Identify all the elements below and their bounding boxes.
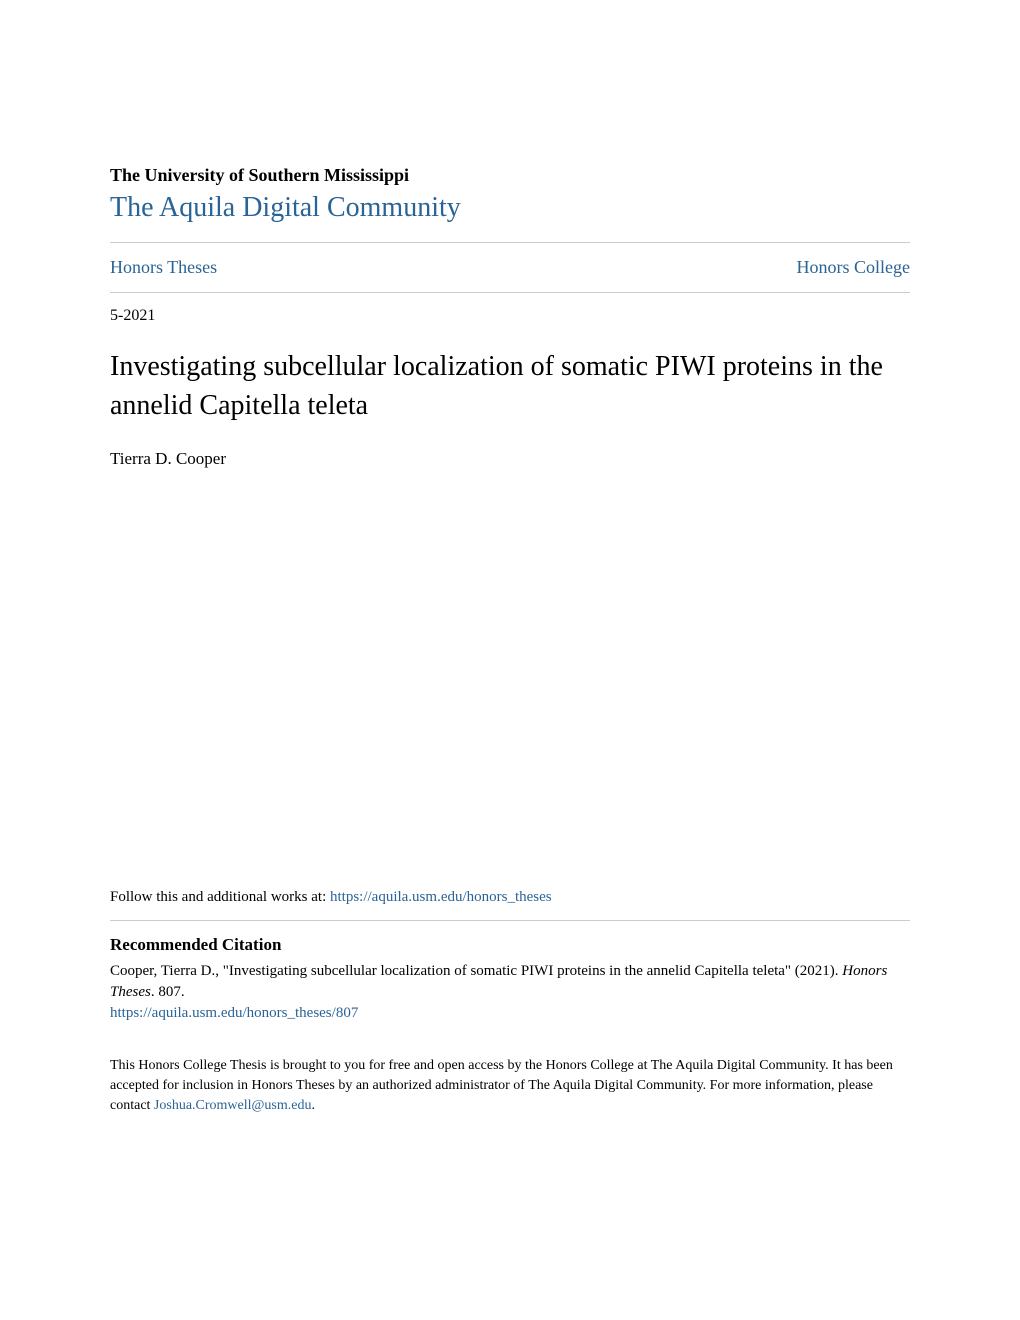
follow-text: Follow this and additional works at: htt… [110,889,910,906]
divider-citation [110,920,910,921]
honors-theses-link[interactable]: Honors Theses [110,257,217,278]
citation-text: Cooper, Tierra D., "Investigating subcel… [110,961,910,1003]
community-name[interactable]: The Aquila Digital Community [110,192,910,224]
publication-date: 5-2021 [110,307,910,325]
nav-row: Honors Theses Honors College [110,243,910,292]
divider-bottom [110,292,910,293]
contact-email-link[interactable]: Joshua.Cromwell@usm.edu [154,1098,312,1113]
honors-college-link[interactable]: Honors College [797,257,910,278]
author-name: Tierra D. Cooper [110,449,910,469]
citation-part2: . 807. [151,984,185,1000]
citation-heading: Recommended Citation [110,935,910,955]
university-name: The University of Southern Mississippi [110,165,910,186]
document-title: Investigating subcellular localization o… [110,347,910,425]
follow-prefix: Follow this and additional works at: [110,889,330,905]
access-statement: This Honors College Thesis is brought to… [110,1056,910,1115]
access-suffix: . [311,1098,315,1113]
follow-link[interactable]: https://aquila.usm.edu/honors_theses [330,889,552,905]
citation-part1: Cooper, Tierra D., "Investigating subcel… [110,963,842,979]
citation-url-link[interactable]: https://aquila.usm.edu/honors_theses/807 [110,1005,910,1022]
